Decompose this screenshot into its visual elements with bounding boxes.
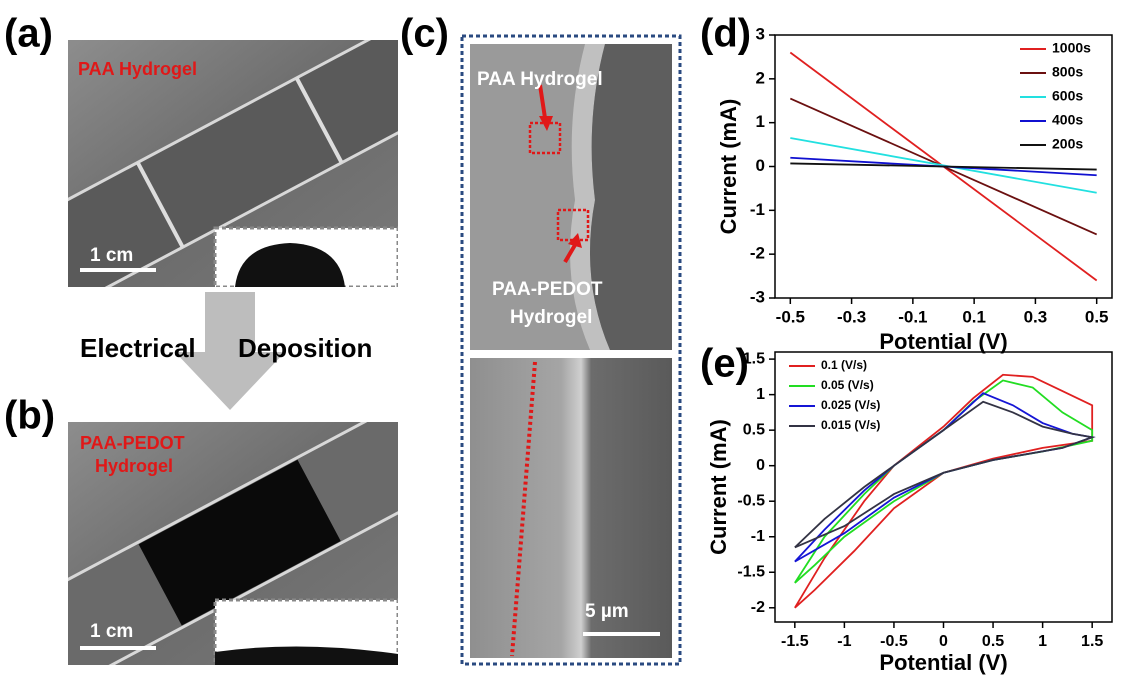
x-tick-label: 0.5 — [1085, 307, 1109, 326]
y-tick-label: -2 — [750, 244, 765, 263]
legend-label: 1000s — [1052, 40, 1091, 56]
plot-frame — [775, 352, 1112, 622]
x-tick-label: 0.3 — [1024, 307, 1048, 326]
panel-label: (d) — [700, 12, 751, 56]
panel-label: (c) — [400, 12, 449, 56]
figure: (a) PAA Hydrogel 1 cm Electrical Deposit… — [0, 0, 1121, 679]
x-tick-label: 1 — [1038, 633, 1047, 650]
sem-annotation: Hydrogel — [510, 307, 592, 328]
x-axis-title: Potential (V) — [879, 329, 1007, 354]
y-tick-label: 0.5 — [743, 421, 765, 438]
y-tick-label: -1.5 — [737, 563, 765, 580]
y-tick-label: 1 — [756, 386, 765, 403]
y-tick-label: 1 — [756, 112, 765, 131]
legend-label: 0.05 (V/s) — [821, 378, 874, 392]
scale-label: 5 µm — [585, 601, 629, 622]
x-tick-label: 0.5 — [982, 633, 1004, 650]
legend-label: 0.025 (V/s) — [821, 398, 880, 412]
x-axis-title: Potential (V) — [879, 650, 1007, 675]
arrow-label: Electrical — [80, 333, 196, 363]
y-tick-label: -1 — [751, 528, 765, 545]
legend-label: 0.1 (V/s) — [821, 358, 867, 372]
x-tick-label: -0.5 — [776, 307, 805, 326]
x-tick-label: 1.5 — [1081, 633, 1103, 650]
y-tick-label: -3 — [750, 287, 765, 306]
data-line — [790, 163, 1096, 169]
x-tick-label: 0 — [939, 633, 948, 650]
data-line — [790, 138, 1096, 193]
y-axis-title: Current (mA) — [716, 99, 741, 235]
y-tick-label: -2 — [751, 599, 765, 616]
panel-label: (a) — [4, 12, 53, 56]
legend-label: 0.015 (V/s) — [821, 418, 880, 432]
y-tick-label: 0 — [756, 457, 765, 474]
photo-title: Hydrogel — [95, 456, 173, 476]
photo-title: PAA-PEDOT — [80, 433, 185, 453]
y-tick-label: 2 — [756, 68, 765, 87]
arrow-label: Deposition — [238, 333, 372, 363]
y-tick-label: -1 — [750, 200, 765, 219]
legend-label: 800s — [1052, 64, 1083, 80]
y-tick-label: 3 — [756, 24, 765, 43]
legend-label: 200s — [1052, 136, 1083, 152]
y-tick-label: -0.5 — [737, 492, 765, 509]
x-tick-label: -1 — [837, 633, 851, 650]
sem-annotation: PAA-PEDOT — [492, 279, 603, 300]
sem-bottom — [470, 358, 672, 658]
scale-label: 1 cm — [90, 621, 133, 642]
legend-label: 600s — [1052, 88, 1083, 104]
panel-label: (b) — [4, 394, 55, 438]
y-tick-label: 0 — [756, 156, 765, 175]
scale-label: 1 cm — [90, 245, 133, 266]
x-tick-label: 0.1 — [962, 307, 986, 326]
sem-annotation: PAA Hydrogel — [477, 69, 603, 90]
x-tick-label: -0.3 — [837, 307, 866, 326]
x-tick-label: -0.5 — [880, 633, 908, 650]
y-axis-title: Current (mA) — [706, 419, 731, 555]
legend-label: 400s — [1052, 112, 1083, 128]
x-tick-label: -1.5 — [781, 633, 809, 650]
panel-label: (e) — [700, 342, 749, 386]
y-tick-label: 1.5 — [743, 350, 765, 367]
x-tick-label: -0.1 — [898, 307, 927, 326]
photo-title: PAA Hydrogel — [78, 59, 197, 79]
